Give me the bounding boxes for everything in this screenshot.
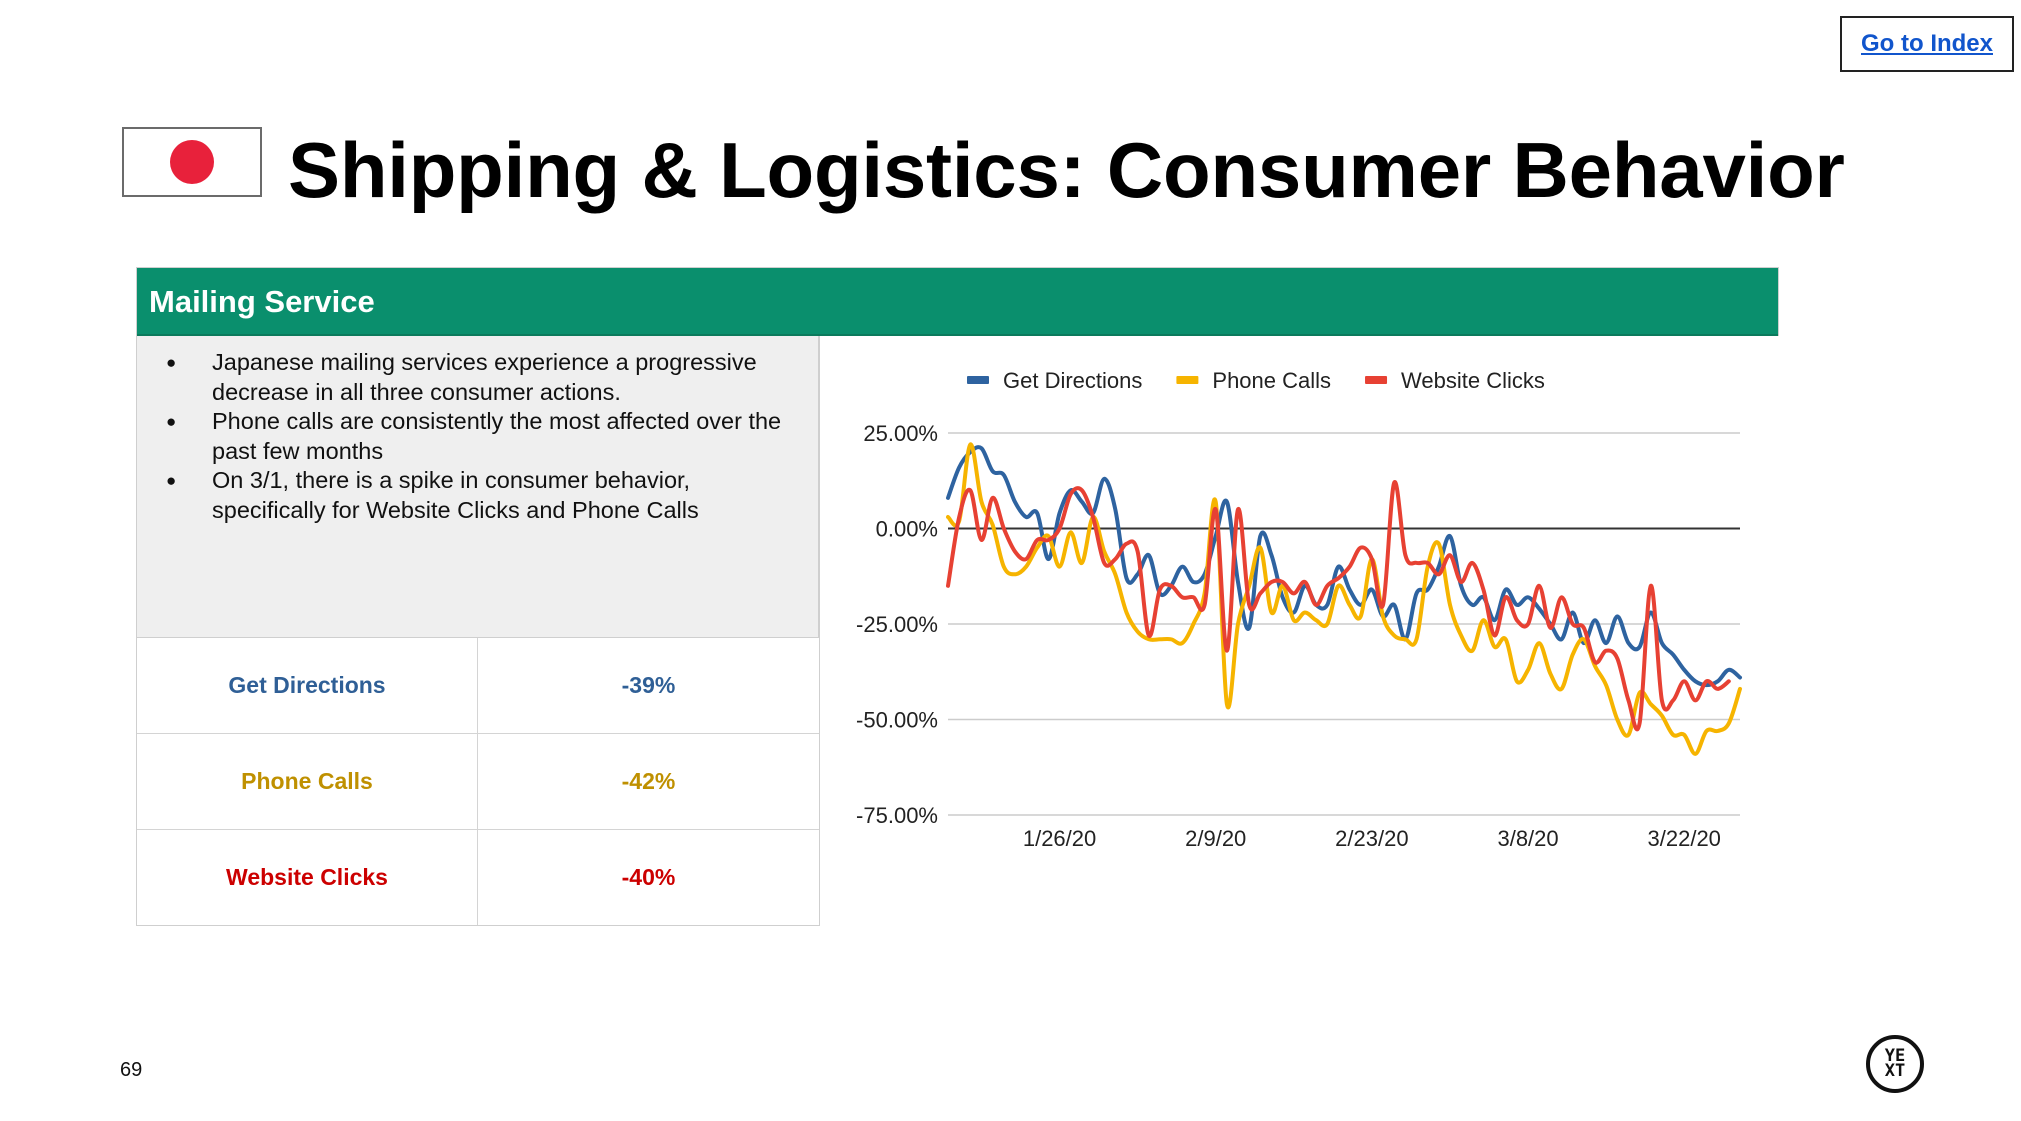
mailing-service-card: Mailing Service Japanese mailing service…: [136, 267, 1779, 926]
flag-red-disc: [170, 140, 214, 184]
chart-series: [946, 442, 1742, 756]
stat-row-phone-calls: Phone Calls -42%: [137, 734, 819, 830]
stat-label: Phone Calls: [137, 734, 478, 829]
stat-value: -39%: [621, 672, 676, 698]
series-line-website-clicks: [946, 480, 1731, 732]
y-tick-label: -25.00%: [856, 612, 938, 637]
chart-svg: Get Directions Phone Calls Website Clicks …: [856, 368, 1742, 851]
japan-flag-icon: [122, 127, 262, 197]
insight-item: Phone calls are consistently the most af…: [166, 407, 798, 466]
chart-gridlines: [948, 432, 1740, 816]
logo-line-2: XT: [1884, 1061, 1906, 1081]
series-line-phone-calls: [946, 442, 1742, 756]
x-tick-label: 1/26/20: [1023, 826, 1096, 851]
yext-logo: YE XT: [1866, 1035, 1924, 1093]
page-title: Shipping & Logistics: Consumer Behavior: [288, 126, 1845, 214]
legend-swatch: [1176, 376, 1199, 384]
card-header: Mailing Service: [137, 268, 1778, 336]
stat-row-get-directions: Get Directions -39%: [137, 638, 819, 734]
stat-value: -42%: [621, 768, 676, 794]
page-number: 69: [120, 1059, 143, 1081]
stat-label: Website Clicks: [137, 830, 478, 925]
legend-swatch: [1365, 376, 1388, 384]
legend-swatch: [967, 376, 989, 384]
stat-label: Get Directions: [137, 638, 478, 733]
series-line-get-directions: [946, 445, 1742, 688]
x-tick-label: 2/23/20: [1335, 826, 1408, 851]
chart-legend: Get Directions Phone Calls Website Clicks: [967, 368, 1545, 393]
y-axis-ticks: 25.00% 0.00% -25.00% -50.00% -75.00%: [856, 421, 938, 828]
y-tick-label: -75.00%: [856, 803, 938, 828]
legend-label: Phone Calls: [1212, 368, 1331, 393]
stat-value: -40%: [621, 864, 676, 890]
x-tick-label: 3/8/20: [1497, 826, 1558, 851]
card-title: Mailing Service: [149, 284, 375, 319]
logo-line-1: YE: [1884, 1046, 1906, 1066]
legend-label: Get Directions: [1003, 368, 1142, 393]
insights-list: Japanese mailing services experience a p…: [137, 336, 818, 525]
x-tick-label: 3/22/20: [1648, 826, 1721, 851]
insight-item: On 3/1, there is a spike in consumer beh…: [166, 466, 798, 525]
x-tick-label: 2/9/20: [1185, 826, 1246, 851]
stats-table: Get Directions -39% Phone Calls -42% Web…: [137, 638, 819, 926]
insights-panel: Japanese mailing services experience a p…: [137, 336, 819, 638]
line-chart: Get Directions Phone Calls Website Clicks …: [819, 336, 1779, 926]
y-tick-label: 0.00%: [876, 517, 938, 542]
x-axis-ticks: 1/26/20 2/9/20 2/23/20 3/8/20 3/22/20: [1023, 826, 1721, 851]
insight-item: Japanese mailing services experience a p…: [166, 348, 798, 407]
y-tick-label: -50.00%: [856, 708, 938, 733]
go-to-index-link[interactable]: Go to Index: [1840, 16, 2014, 72]
legend-label: Website Clicks: [1401, 368, 1545, 393]
y-tick-label: 25.00%: [863, 421, 938, 446]
stat-row-website-clicks: Website Clicks -40%: [137, 830, 819, 926]
